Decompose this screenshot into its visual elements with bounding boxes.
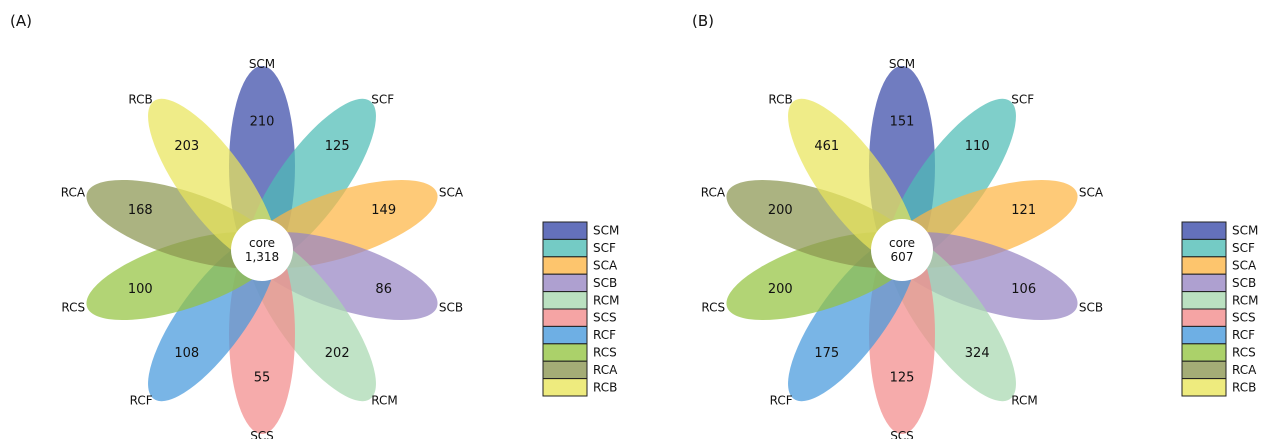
category-label-rcm: RCM xyxy=(1011,394,1037,408)
category-label-scs: SCS xyxy=(250,429,274,439)
value-label-rcs: 100 xyxy=(128,282,153,297)
category-label-rcf: RCF xyxy=(770,394,793,408)
flower-chart--b-: 151110121106324125175200200461SCMSCFSCAS… xyxy=(701,57,1259,439)
category-label-rcb: RCB xyxy=(768,93,792,107)
core-value: 1,318 xyxy=(245,250,279,264)
category-label-scf: SCF xyxy=(371,93,394,107)
legend-label-sca: SCA xyxy=(1232,259,1257,273)
core-label: core xyxy=(249,236,275,250)
core-value: 607 xyxy=(891,250,914,264)
legend-swatch-scm xyxy=(1181,221,1227,240)
core-circle xyxy=(871,219,933,281)
value-label-rcf: 175 xyxy=(814,346,839,361)
legend-swatch-scm xyxy=(542,221,588,240)
legend-swatch-scb xyxy=(1181,273,1227,293)
core-label: core xyxy=(889,236,915,250)
value-label-rca: 200 xyxy=(768,203,793,218)
legend-swatch-rca xyxy=(542,360,588,380)
panel-label-a: (A) xyxy=(10,12,32,30)
legend-label-rcs: RCS xyxy=(593,346,617,360)
category-label-rcs: RCS xyxy=(61,301,85,315)
value-label-scf: 110 xyxy=(965,139,990,154)
value-label-sca: 149 xyxy=(371,203,396,218)
value-label-scs: 55 xyxy=(254,371,271,386)
flower-chart--a-: 210 125 149 86 202 55 108 100 168 203 SCM SCF SCA SCB… xyxy=(61,57,620,439)
category-label-rcm: RCM xyxy=(371,394,397,408)
legend-label-rca: RCA xyxy=(1232,363,1257,377)
legend--b-: SCM SCF SCA SCB RCM SCS RCF RCS RCA RCB xyxy=(1181,221,1258,397)
legend-label-rca: RCA xyxy=(593,363,618,377)
legend-swatch-sca xyxy=(542,256,588,275)
legend-swatch-sca xyxy=(1181,256,1227,275)
core-circle xyxy=(231,219,293,281)
panel-label-b: (B) xyxy=(692,12,714,30)
category-label-rcs: RCS xyxy=(701,301,725,315)
legend-swatch-rcm xyxy=(542,291,588,310)
legend-label-scb: SCB xyxy=(1232,276,1256,290)
value-label-sca: 121 xyxy=(1011,203,1036,218)
petal-rcb xyxy=(788,98,918,266)
category-label-rca: RCA xyxy=(701,186,726,200)
legend-label-scb: SCB xyxy=(593,276,617,290)
category-label-scs: SCS xyxy=(890,429,914,439)
value-label-rcf: 108 xyxy=(174,346,199,361)
legend-swatch-rcs xyxy=(1181,343,1227,362)
category-label-scm: SCM xyxy=(889,57,915,71)
legend-swatch-scs xyxy=(1181,308,1227,327)
value-label-rcb: 461 xyxy=(814,139,839,154)
legend-swatch-rcb xyxy=(1181,378,1227,397)
legend-label-scf: SCF xyxy=(593,241,616,255)
category-label-rcb: RCB xyxy=(128,93,152,107)
category-label-scb: SCB xyxy=(1079,301,1103,315)
category-label-scb: SCB xyxy=(439,301,463,315)
legend-label-rcb: RCB xyxy=(593,380,617,394)
legend-swatch-scs xyxy=(542,308,588,327)
value-label-scb: 86 xyxy=(375,282,392,297)
category-label-sca: SCA xyxy=(1079,186,1104,200)
value-label-rca: 168 xyxy=(128,203,153,218)
legend-swatch-rcf xyxy=(542,325,588,345)
legend-swatch-rca xyxy=(1181,360,1227,380)
legend-label-scs: SCS xyxy=(593,311,617,325)
value-label-scs: 125 xyxy=(890,371,915,386)
legend-swatch-scb xyxy=(542,273,588,293)
category-label-sca: SCA xyxy=(439,186,464,200)
legend-label-scm: SCM xyxy=(593,224,619,238)
legend-swatch-rcs xyxy=(542,343,588,362)
category-label-rcf: RCF xyxy=(130,394,153,408)
value-label-scf: 125 xyxy=(325,139,350,154)
legend--a-: SCM SCF SCA SCB RCM SCS RCF RCS RCA RCB xyxy=(542,221,619,397)
value-label-rcm: 202 xyxy=(325,346,350,361)
value-label-rcb: 203 xyxy=(174,139,199,154)
legend-swatch-rcf xyxy=(1181,325,1227,345)
legend-label-rcm: RCM xyxy=(593,293,619,307)
legend-label-scs: SCS xyxy=(1232,311,1256,325)
legend-label-scm: SCM xyxy=(1232,224,1258,238)
value-label-scm: 210 xyxy=(250,115,275,130)
category-label-scm: SCM xyxy=(249,57,275,71)
value-label-scm: 151 xyxy=(890,115,915,130)
legend-label-scf: SCF xyxy=(1232,241,1255,255)
legend-label-rcf: RCF xyxy=(1232,328,1255,342)
legend-label-rcb: RCB xyxy=(1232,380,1256,394)
legend-swatch-scf xyxy=(1181,238,1227,258)
legend-label-rcf: RCF xyxy=(593,328,616,342)
value-label-rcs: 200 xyxy=(768,282,793,297)
legend-swatch-rcb xyxy=(542,378,588,397)
category-label-scf: SCF xyxy=(1011,93,1034,107)
petal-rcb xyxy=(148,98,278,266)
legend-swatch-scf xyxy=(542,238,588,258)
legend-label-rcm: RCM xyxy=(1232,293,1258,307)
value-label-rcm: 324 xyxy=(965,346,990,361)
category-label-rca: RCA xyxy=(61,186,86,200)
legend-label-rcs: RCS xyxy=(1232,346,1256,360)
legend-swatch-rcm xyxy=(1181,291,1227,310)
legend-label-sca: SCA xyxy=(593,259,618,273)
value-label-scb: 106 xyxy=(1011,282,1036,297)
